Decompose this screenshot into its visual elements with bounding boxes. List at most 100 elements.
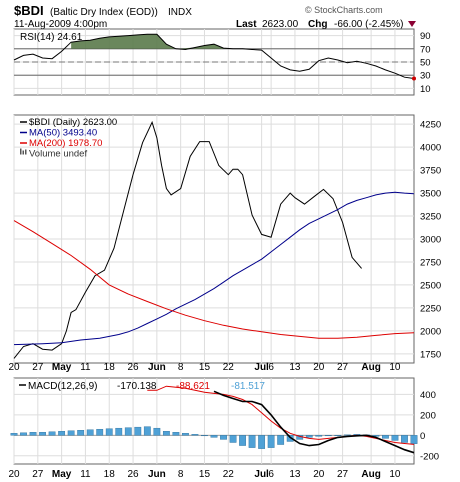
- macd-histogram-bar: [153, 427, 161, 436]
- x-tick-label: 20: [8, 362, 20, 373]
- macd-line: [213, 390, 415, 454]
- price-legend-label: $BDI (Daily) 2623.00: [29, 117, 117, 128]
- price-series-line: [13, 220, 415, 339]
- macd-histogram-bar: [115, 427, 123, 436]
- price-legend-label: Volume undef: [29, 149, 87, 160]
- x-tick-label: 13: [289, 469, 301, 480]
- rsi-line: [13, 33, 415, 79]
- macd-histogram-bar: [382, 435, 389, 439]
- macd-histogram-bar: [162, 431, 170, 436]
- legend-swatch: [20, 148, 22, 155]
- macd-histogram-bar: [334, 435, 342, 437]
- macd-histogram-bar: [124, 427, 132, 436]
- macd-histogram-bar: [172, 432, 180, 436]
- macd-histogram-bar: [401, 435, 408, 443]
- x-tick-label: 6: [268, 362, 274, 373]
- x-tick-label: 26: [127, 362, 139, 373]
- y-tick-label: 2000: [420, 326, 441, 337]
- x-tick-label: 27: [337, 362, 349, 373]
- macd-histogram-bar: [29, 432, 37, 436]
- macd-histogram-bar: [86, 429, 94, 436]
- chg-label: Chg: [308, 19, 327, 30]
- macd-histogram-bar: [410, 435, 418, 444]
- y-tick-label: 2500: [420, 280, 441, 291]
- x-tick-label: Aug: [361, 362, 380, 373]
- price-legend-label: MA(50) 3493.40: [29, 128, 97, 139]
- macd-histogram-bar: [20, 432, 27, 436]
- macd-histogram-bar: [239, 435, 246, 446]
- macd-histogram-bar: [191, 434, 199, 436]
- x-tick-label: 26: [127, 469, 139, 480]
- x-tick-label: 18: [104, 469, 116, 480]
- price-layer: [13, 120, 415, 359]
- x-tick-label: 11: [80, 362, 91, 373]
- y-tick-label: 3250: [420, 212, 441, 223]
- date-label: 11-Aug-2009 4:00pm: [14, 19, 107, 30]
- macd-histogram-bar: [96, 428, 104, 436]
- macd-histogram-bar: [258, 435, 266, 449]
- macd-legend-label: -88.621: [176, 381, 210, 392]
- macd-histogram-bar: [134, 426, 142, 436]
- x-tick-label: Jul: [254, 469, 269, 480]
- macd-layer: [10, 385, 418, 454]
- rsi-legend-label: RSI(14) 24.61: [20, 32, 83, 43]
- x-tick-label: 27: [337, 469, 349, 480]
- rsi-end-marker: [412, 76, 416, 81]
- rsi-overbought-fill: [71, 34, 243, 49]
- macd-histogram-bar: [48, 431, 56, 436]
- x-tick-label: 20: [313, 362, 325, 373]
- legend-swatch: [25, 149, 27, 155]
- macd-histogram-bar: [372, 435, 380, 437]
- macd-histogram-bar: [343, 434, 351, 436]
- x-tick-label: 11: [80, 469, 91, 480]
- macd-histogram-bar: [77, 430, 85, 436]
- y-tick-label: 2250: [420, 303, 441, 314]
- exchange-label: INDX: [168, 7, 192, 18]
- x-tick-label: Jun: [148, 469, 166, 480]
- macd-histogram-bar: [210, 435, 218, 438]
- x-tick-label: 10: [389, 362, 401, 373]
- y-tick-label: 0: [420, 431, 425, 442]
- x-tick-label: 22: [223, 469, 235, 480]
- y-tick-label: 30: [420, 71, 431, 82]
- last-label: Last: [236, 19, 257, 30]
- axis-layer: 9070503010425040003750350032503000275025…: [8, 31, 441, 480]
- y-tick-label: 200: [420, 410, 436, 421]
- x-tick-label: 8: [178, 362, 184, 373]
- macd-histogram-bar: [305, 435, 313, 438]
- y-tick-label: 70: [420, 44, 431, 55]
- y-tick-label: 90: [420, 31, 431, 42]
- x-tick-label: Jul: [254, 362, 269, 373]
- price-series-line: [13, 191, 415, 346]
- macd-histogram-bar: [286, 435, 294, 442]
- rsi-layer: [13, 33, 416, 81]
- macd-legend-label: -170.138: [117, 381, 157, 392]
- macd-histogram-bar: [315, 435, 323, 437]
- legend-layer: RSI(14) 24.61 $BDI (Daily) 2623.00MA(50) …: [19, 32, 265, 392]
- y-tick-label: 4250: [420, 120, 441, 131]
- macd-histogram-bar: [220, 435, 227, 440]
- grid-layer: [13, 29, 414, 464]
- macd-histogram-bar: [39, 432, 46, 436]
- x-tick-label: May: [52, 362, 72, 373]
- down-arrow-icon: [408, 21, 416, 27]
- x-tick-label: 20: [8, 469, 20, 480]
- macd-histogram-bar: [67, 430, 75, 436]
- y-tick-label: 4000: [420, 143, 441, 154]
- x-tick-label: May: [52, 469, 72, 480]
- watermark: © StockCharts.com: [305, 5, 383, 15]
- macd-histogram-bar: [277, 435, 285, 445]
- macd-histogram-bar: [10, 433, 18, 436]
- y-tick-label: 3000: [420, 235, 441, 246]
- x-tick-label: Aug: [361, 469, 380, 480]
- y-tick-label: 10: [420, 84, 431, 95]
- macd-histogram-bar: [229, 435, 237, 443]
- x-tick-label: 18: [104, 362, 116, 373]
- x-tick-label: 22: [223, 362, 235, 373]
- security-name: (Baltic Dry Index (EOD)): [50, 7, 158, 18]
- price-series-line: [13, 120, 362, 359]
- x-tick-label: Jun: [148, 362, 166, 373]
- y-tick-label: 3500: [420, 189, 441, 200]
- macd-histogram-bar: [324, 435, 332, 437]
